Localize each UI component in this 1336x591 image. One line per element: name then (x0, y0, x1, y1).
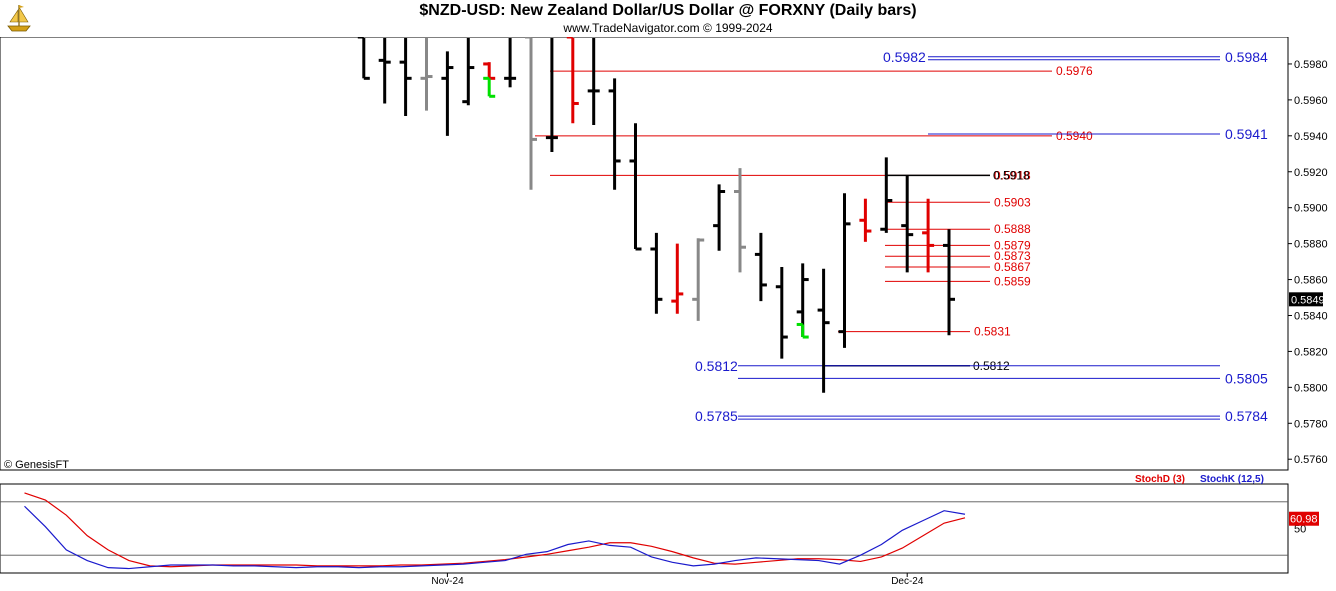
blue-level-left-label: 0.5812 (695, 358, 738, 374)
price-tick-label: 0.5880 (1294, 239, 1328, 251)
price-tick-label: 0.5900 (1294, 203, 1328, 215)
blue-level-label: 0.5941 (1225, 126, 1268, 142)
sailing-ship-icon (7, 5, 31, 32)
red-level-label: 0.5940 (1056, 129, 1093, 143)
stoch-k-legend: StochK (12,5) (1200, 474, 1264, 485)
ohlc-bar (566, 35, 579, 124)
stoch-last-badge (1289, 511, 1319, 526)
ohlc-bar (608, 78, 621, 190)
price-tick-label: 0.5980 (1294, 59, 1328, 71)
stoch-d-legend: StochD (3) (1135, 474, 1185, 485)
date-x-axis: Nov-24 Dec-24 (431, 573, 924, 587)
price-tick-label: 0.5960 (1294, 95, 1328, 107)
black-level-label: 0.5918 (993, 168, 1030, 182)
stochastic-lines (24, 492, 966, 570)
date-tick-label: Nov-24 (431, 576, 464, 587)
ohlc-bar (525, 35, 537, 190)
blue-level-label: 0.5805 (1225, 370, 1268, 386)
date-tick-label: Dec-24 (891, 576, 924, 587)
red-level-label: 0.5831 (974, 325, 1011, 339)
blue-level-left-label: 0.5785 (695, 408, 738, 424)
chart-subtitle: www.TradeNavigator.com © 1999-2024 (563, 21, 773, 35)
price-tick-label: 0.5800 (1294, 382, 1328, 394)
price-tick-label: 0.5920 (1294, 167, 1328, 179)
ohlc-bar (754, 232, 767, 302)
stoch-last-label: 60.98 (1290, 514, 1318, 526)
ohlc-bar (817, 268, 830, 393)
red-level-label: 0.5859 (994, 274, 1031, 288)
ohlc-bar (775, 266, 788, 359)
price-panel: 0.59760.59400.59180.59030.58880.58790.58… (0, 35, 1328, 471)
title-bar: $NZD-USD: New Zealand Dollar/US Dollar @… (0, 0, 1336, 37)
price-tick-label: 0.5780 (1294, 418, 1328, 430)
ohlc-bar (713, 184, 726, 251)
ohlc-bar (462, 38, 475, 106)
stoch-d-line (24, 492, 966, 568)
red-level-label: 0.5918 (994, 168, 1031, 182)
ohlc-bar (504, 38, 517, 88)
ohlc-bar (378, 38, 391, 104)
red-level-label: 0.5867 (994, 260, 1031, 274)
stochastic-panel-frame (0, 483, 1289, 574)
stoch-tick-label: 50 (1294, 524, 1306, 536)
ohlc-bar (922, 198, 935, 273)
ohlc-bar (796, 322, 809, 339)
price-tick-label: 0.5860 (1294, 275, 1328, 287)
ohlc-bar (692, 238, 705, 321)
stochastic-legend: StochD (3) StochK (12,5) (1135, 474, 1264, 485)
price-tick-label: 0.5840 (1294, 310, 1328, 322)
ohlc-bar (734, 168, 746, 273)
red-level-label: 0.5873 (994, 249, 1031, 263)
ohlc-bar (399, 38, 412, 117)
blue-level-label: 0.5984 (1225, 49, 1268, 65)
price-tick-label: 0.5820 (1294, 346, 1328, 358)
last-price-badge (1289, 292, 1323, 307)
ohlc-bar (880, 157, 893, 233)
ohlc-bar (838, 193, 851, 348)
red-level-label: 0.5879 (994, 238, 1031, 252)
price-tick-label: 0.5760 (1294, 454, 1328, 466)
ohlc-bar (420, 38, 433, 111)
blue-level-left-label: 0.5982 (883, 49, 926, 65)
red-level-label: 0.5903 (994, 195, 1031, 209)
stoch-k-line (24, 505, 966, 570)
red-level-label: 0.5888 (994, 222, 1031, 236)
ohlc-bar (629, 123, 642, 251)
ohlc-bar (587, 38, 600, 126)
ohlc-bar (671, 243, 684, 314)
ohlc-bar (545, 38, 558, 152)
ohlc-bar (901, 175, 914, 273)
price-bars (357, 35, 955, 393)
last-price-label: 0.5849 (1291, 294, 1325, 306)
ohlc-bar (650, 232, 663, 314)
blue-level-label: 0.5784 (1225, 408, 1268, 424)
chart-title: $NZD-USD: New Zealand Dollar/US Dollar @… (419, 2, 917, 19)
level-lines: 0.59760.59400.59180.59030.58880.58790.58… (535, 49, 1268, 424)
ohlc-bar (483, 76, 496, 98)
price-tick-label: 0.5940 (1294, 131, 1328, 143)
price-y-axis: 0.5980 0.5960 0.5940 0.5920 0.5900 0.5880 0.58… (1288, 59, 1328, 466)
red-level-label: 0.5976 (1056, 64, 1093, 78)
ohlc-bar (859, 198, 872, 242)
price-panel-frame (0, 36, 1289, 471)
stochastic-guides (0, 501, 1288, 556)
copyright-label: © GenesisFT (4, 459, 69, 471)
ohlc-bar (943, 229, 955, 336)
ohlc-bar (357, 35, 370, 80)
ohlc-bar (441, 51, 454, 136)
